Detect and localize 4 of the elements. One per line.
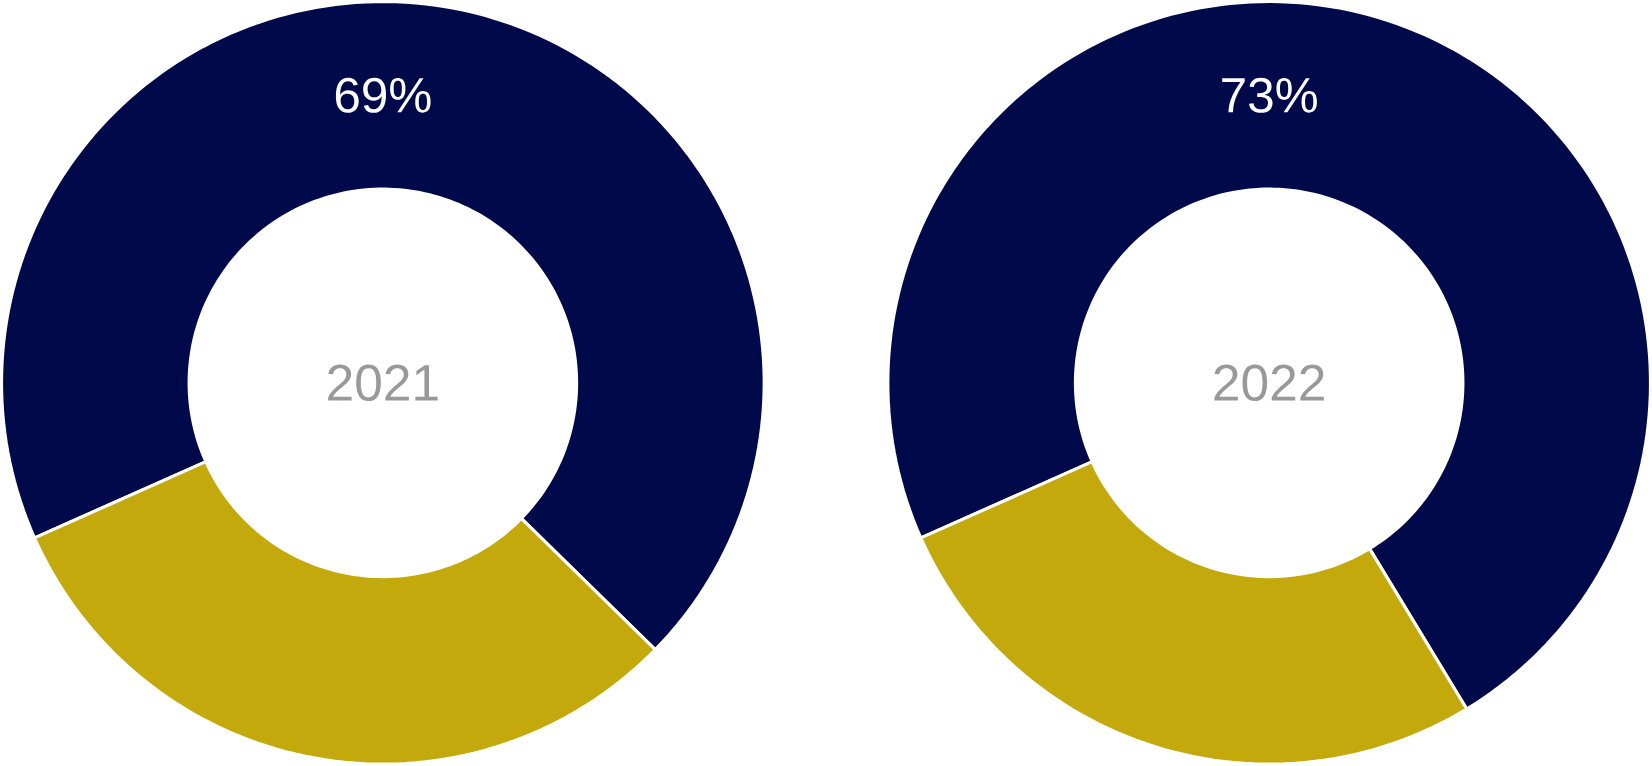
text: 2021 bbox=[328, 364, 438, 402]
text: 2022 bbox=[1214, 364, 1324, 402]
data-label: 73% bbox=[1222, 77, 1317, 113]
data-label: 69% bbox=[335, 77, 431, 113]
